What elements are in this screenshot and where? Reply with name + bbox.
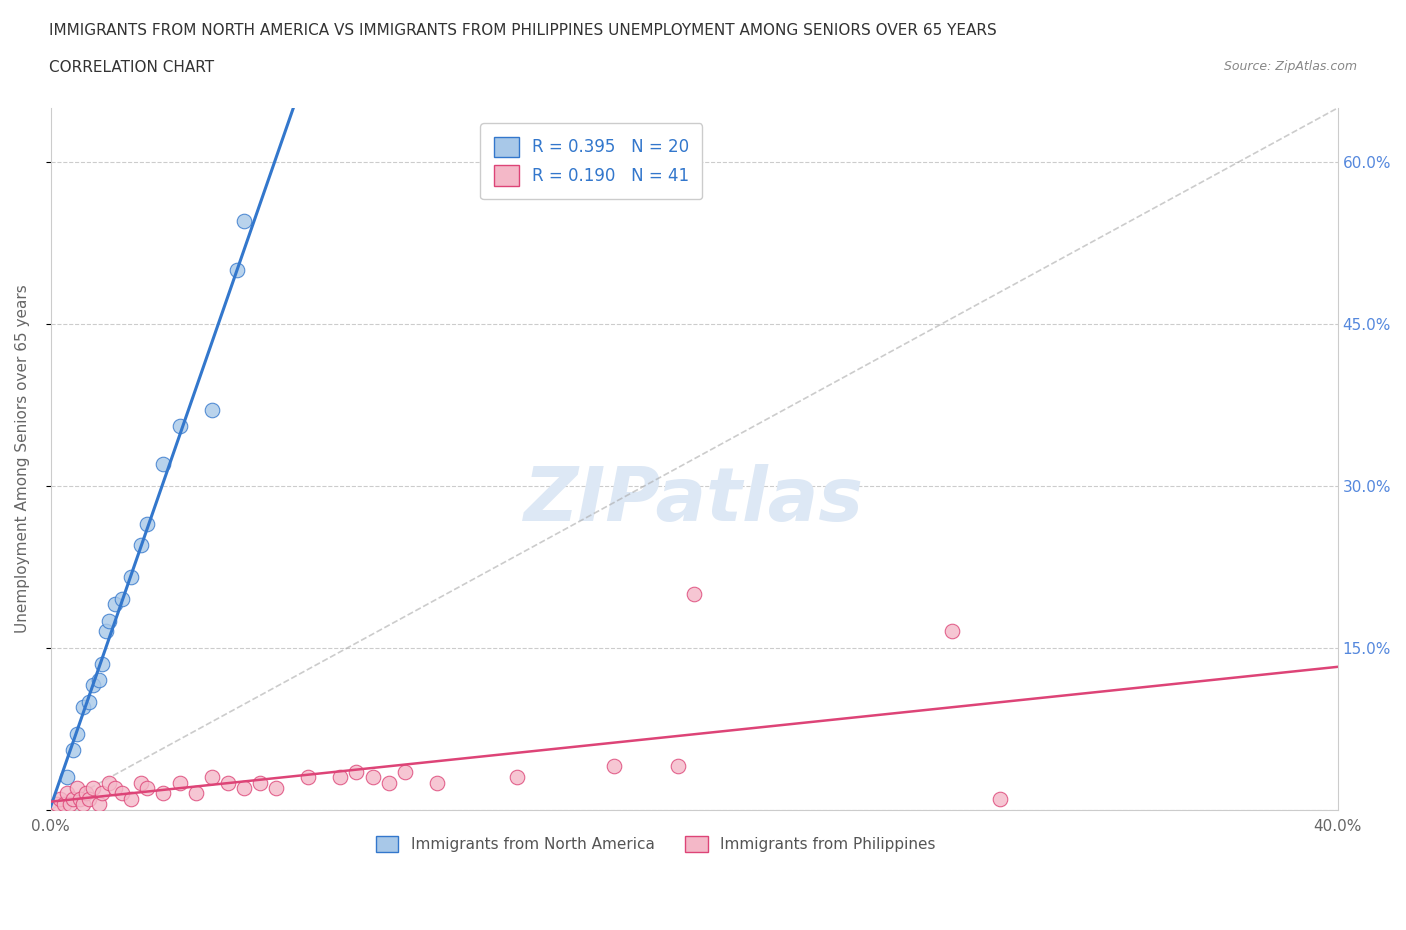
Point <box>56 786 79 801</box>
Point <box>184 786 207 801</box>
Point <box>65 780 87 795</box>
Text: IMMIGRANTS FROM NORTH AMERICA VS IMMIGRANTS FROM PHILIPPINES UNEMPLOYMENT AMONG : IMMIGRANTS FROM NORTH AMERICA VS IMMIGRA… <box>49 23 997 38</box>
Point <box>110 786 132 801</box>
Point <box>91 786 114 801</box>
Point <box>104 780 127 795</box>
Point <box>152 457 174 472</box>
Point <box>82 678 104 693</box>
Point <box>62 743 84 758</box>
Point <box>79 694 101 709</box>
Point <box>72 699 94 714</box>
Point <box>82 780 104 795</box>
Point <box>136 780 159 795</box>
Text: CORRELATION CHART: CORRELATION CHART <box>49 60 214 75</box>
Point <box>46 797 69 812</box>
Text: Source: ZipAtlas.com: Source: ZipAtlas.com <box>1223 60 1357 73</box>
Point <box>169 418 191 433</box>
Point <box>72 797 94 812</box>
Point <box>394 764 416 779</box>
Point <box>666 759 689 774</box>
Point <box>56 770 79 785</box>
Point <box>217 775 239 790</box>
Point <box>87 797 110 812</box>
Point <box>152 786 174 801</box>
Point <box>104 597 127 612</box>
Point <box>226 262 249 277</box>
Y-axis label: Unemployment Among Seniors over 65 years: Unemployment Among Seniors over 65 years <box>15 285 30 633</box>
Point <box>169 775 191 790</box>
Point <box>683 586 706 601</box>
Point <box>232 780 254 795</box>
Point <box>49 791 72 806</box>
Point <box>201 770 224 785</box>
Point <box>52 797 75 812</box>
Point <box>377 775 399 790</box>
Point <box>361 770 384 785</box>
Point <box>65 726 87 741</box>
Point <box>120 791 142 806</box>
Point <box>69 791 91 806</box>
Point <box>75 786 97 801</box>
Point <box>87 672 110 687</box>
Point <box>79 791 101 806</box>
Point <box>426 775 449 790</box>
Point <box>97 775 120 790</box>
Point <box>941 624 963 639</box>
Legend: Immigrants from North America, Immigrants from Philippines: Immigrants from North America, Immigrant… <box>370 830 942 858</box>
Point <box>129 538 152 552</box>
Point <box>329 770 352 785</box>
Point <box>603 759 626 774</box>
Point <box>232 214 254 229</box>
Point <box>297 770 319 785</box>
Point <box>346 764 368 779</box>
Text: ZIPatlas: ZIPatlas <box>524 464 865 538</box>
Point <box>264 780 287 795</box>
Point <box>201 403 224 418</box>
Point <box>110 591 132 606</box>
Point <box>59 797 82 812</box>
Point <box>249 775 271 790</box>
Point <box>97 613 120 628</box>
Point <box>129 775 152 790</box>
Point <box>94 624 117 639</box>
Point <box>120 570 142 585</box>
Point <box>506 770 529 785</box>
Point <box>988 791 1011 806</box>
Point <box>91 657 114 671</box>
Point <box>62 791 84 806</box>
Point <box>136 516 159 531</box>
